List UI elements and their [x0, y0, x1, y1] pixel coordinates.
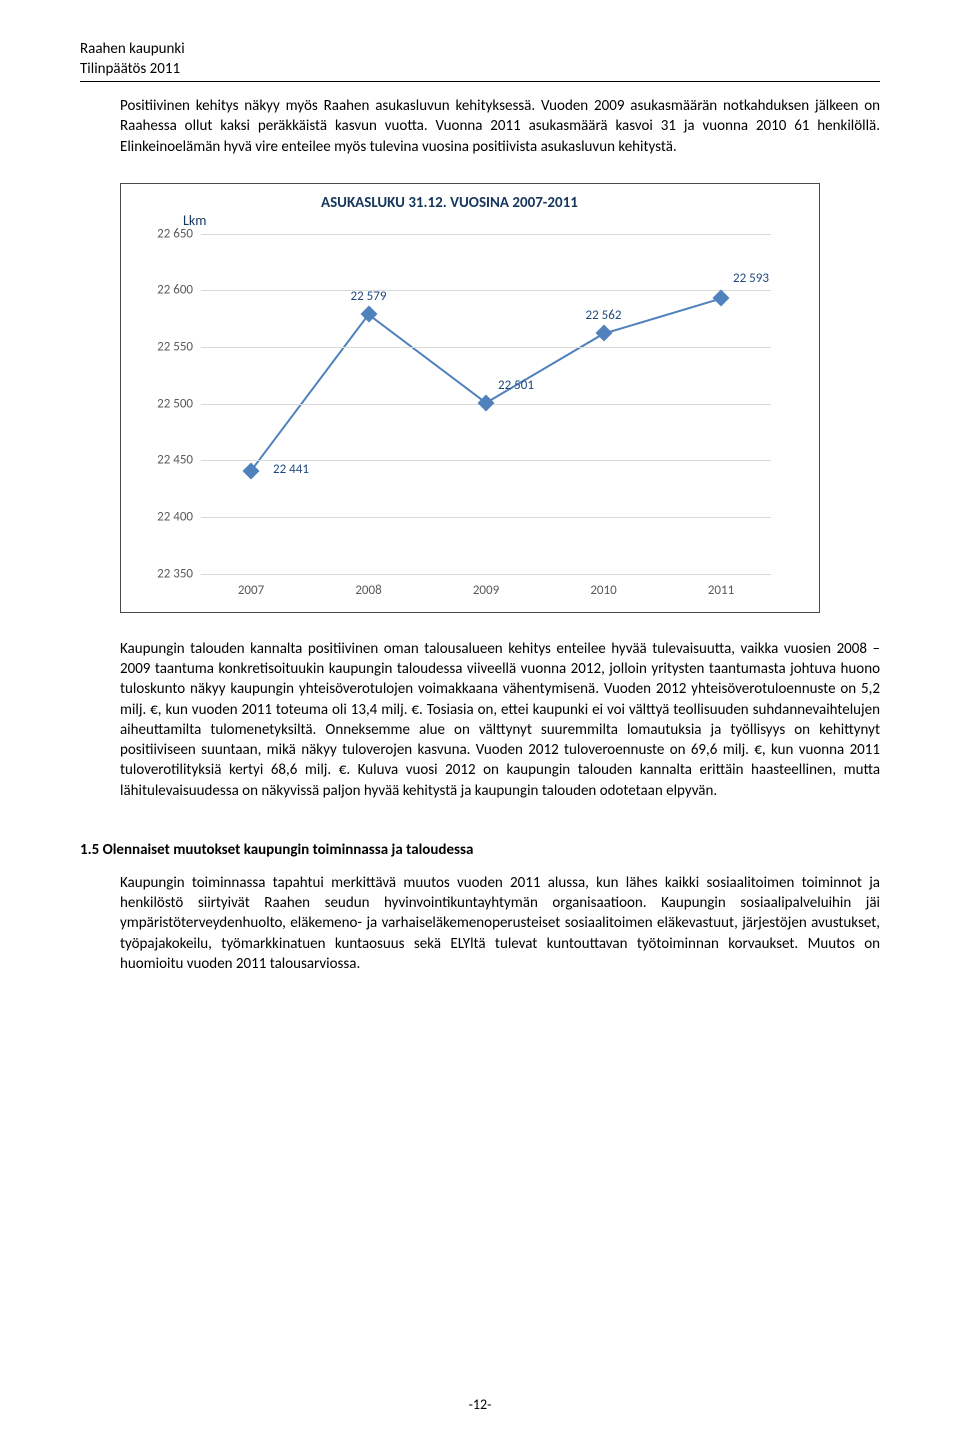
chart-ytick: 22 550: [143, 340, 193, 355]
chart-ytick: 22 400: [143, 510, 193, 525]
chart-data-label: 22 562: [586, 308, 622, 323]
chart-gridline: [201, 574, 771, 575]
chart-ytick: 22 650: [143, 226, 193, 241]
chart-xtick: 2009: [473, 583, 499, 598]
chart-data-label: 22 593: [733, 271, 769, 286]
page-number: -12-: [0, 1396, 960, 1413]
chart-xtick: 2007: [238, 583, 264, 598]
header-org: Raahen kaupunki: [80, 40, 880, 60]
header-doc: Tilinpäätös 2011: [80, 60, 880, 80]
paragraph-1: Positiivinen kehitys näkyy myös Raahen a…: [120, 96, 880, 157]
chart-gridline: [201, 517, 771, 518]
chart-gridline: [201, 347, 771, 348]
chart-data-label: 22 441: [273, 462, 309, 477]
chart-gridline: [201, 290, 771, 291]
population-chart: Lkm ASUKASLUKU 31.12. VUOSINA 2007-2011 …: [120, 183, 820, 613]
chart-ytick: 22 450: [143, 453, 193, 468]
chart-xtick: 2011: [708, 583, 734, 598]
chart-title: ASUKASLUKU 31.12. VUOSINA 2007-2011: [321, 194, 578, 212]
chart-gridline: [201, 234, 771, 235]
paragraph-2: Kaupungin talouden kannalta positiivinen…: [120, 639, 880, 801]
page-header: Raahen kaupunki Tilinpäätös 2011: [80, 40, 880, 82]
chart-xtick: 2010: [590, 583, 616, 598]
chart-ytick: 22 350: [143, 566, 193, 581]
chart-data-label: 22 501: [498, 378, 534, 393]
chart-ytick: 22 500: [143, 396, 193, 411]
chart-xtick: 2008: [355, 583, 381, 598]
section-heading-1-5: 1.5 Olennaiset muutokset kaupungin toimi…: [80, 841, 880, 859]
chart-data-label: 22 579: [351, 289, 387, 304]
chart-ytick: 22 600: [143, 283, 193, 298]
paragraph-3: Kaupungin toiminnassa tapahtui merkittäv…: [120, 873, 880, 974]
chart-plot-area: 22 35022 40022 45022 50022 55022 60022 6…: [201, 234, 771, 574]
